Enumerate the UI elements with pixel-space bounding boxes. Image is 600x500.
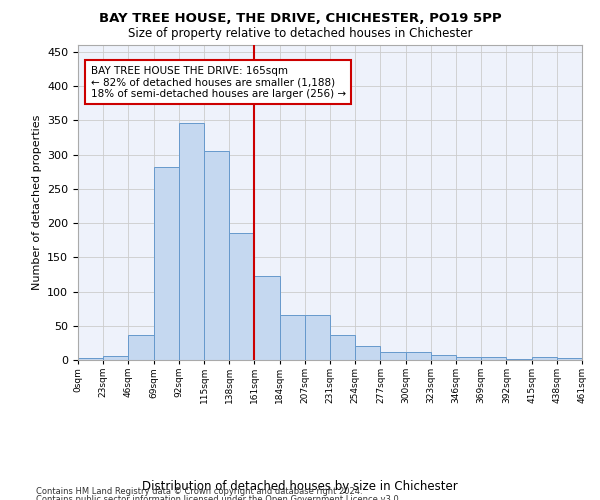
Bar <box>481 356 506 360</box>
Bar <box>557 358 582 360</box>
Bar <box>179 123 204 360</box>
Bar <box>128 336 154 360</box>
Text: Contains public sector information licensed under the Open Government Licence v3: Contains public sector information licen… <box>36 495 401 500</box>
Bar <box>154 167 179 360</box>
Bar <box>229 234 254 360</box>
Bar <box>204 151 229 360</box>
Bar <box>78 358 103 360</box>
Bar <box>103 356 128 360</box>
Text: Contains HM Land Registry data © Crown copyright and database right 2024.: Contains HM Land Registry data © Crown c… <box>36 488 362 496</box>
Bar <box>380 352 406 360</box>
Text: BAY TREE HOUSE, THE DRIVE, CHICHESTER, PO19 5PP: BAY TREE HOUSE, THE DRIVE, CHICHESTER, P… <box>98 12 502 26</box>
Bar <box>431 355 456 360</box>
Text: Distribution of detached houses by size in Chichester: Distribution of detached houses by size … <box>142 480 458 493</box>
Bar <box>330 334 355 360</box>
Bar <box>406 352 431 360</box>
Y-axis label: Number of detached properties: Number of detached properties <box>32 115 41 290</box>
Bar <box>305 316 330 360</box>
Bar <box>254 276 280 360</box>
Bar <box>456 356 481 360</box>
Bar <box>355 346 380 360</box>
Text: BAY TREE HOUSE THE DRIVE: 165sqm
← 82% of detached houses are smaller (1,188)
18: BAY TREE HOUSE THE DRIVE: 165sqm ← 82% o… <box>91 66 346 98</box>
Bar <box>506 358 532 360</box>
Text: Size of property relative to detached houses in Chichester: Size of property relative to detached ho… <box>128 28 472 40</box>
Bar <box>280 316 305 360</box>
Bar <box>532 356 557 360</box>
